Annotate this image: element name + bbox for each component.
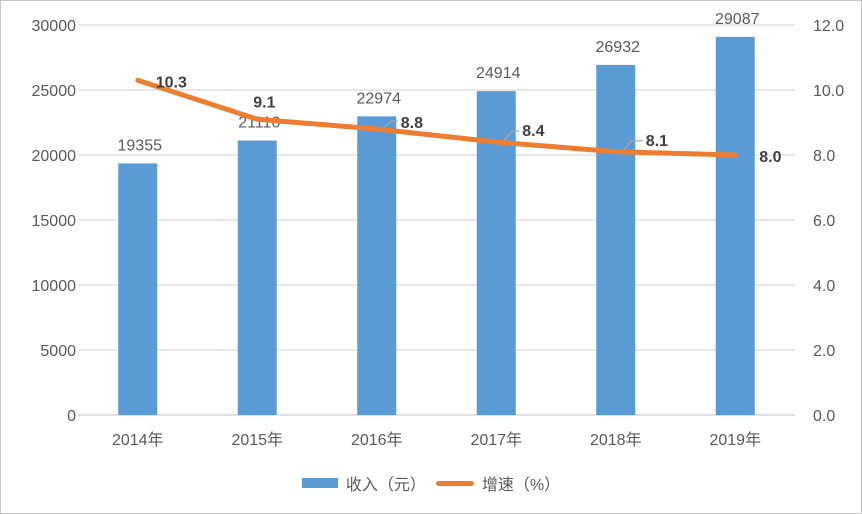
bar bbox=[118, 163, 158, 415]
bar bbox=[715, 36, 755, 416]
label-leader-line bbox=[384, 120, 398, 128]
combo-chart-plot: 0 0.0 5000 2.0 10000 4.0 15000 6.0 20000 8.0 25000… bbox=[32, 11, 845, 449]
line-label: 8.4 bbox=[522, 123, 544, 140]
legend-label-growth: 增速（%） bbox=[481, 477, 561, 494]
y-right-tick-label: 2.0 bbox=[813, 343, 835, 360]
line-label: 8.0 bbox=[759, 149, 781, 166]
y-left-tick-label: 15000 bbox=[32, 213, 77, 230]
y-left-tick-label: 30000 bbox=[32, 18, 77, 35]
x-tick-label: 2015年 bbox=[231, 431, 283, 449]
x-tick-label: 2016年 bbox=[351, 431, 403, 449]
bar-label: 22974 bbox=[357, 90, 402, 107]
x-tick-label: 2014年 bbox=[112, 431, 164, 449]
line-label: 9.1 bbox=[253, 94, 275, 111]
y-left-tick-label: 25000 bbox=[32, 83, 77, 100]
bar bbox=[596, 64, 636, 415]
y-right-tick-label: 10.0 bbox=[813, 83, 844, 100]
y-right-tick-label: 4.0 bbox=[813, 278, 835, 295]
x-tick-label: 2019年 bbox=[709, 431, 761, 449]
y-left-tick-label: 20000 bbox=[32, 148, 77, 165]
legend-bar-swatch-icon bbox=[301, 478, 338, 488]
line-label: 8.8 bbox=[401, 115, 423, 132]
bar-label: 26932 bbox=[596, 39, 641, 56]
y-right-tick-label: 6.0 bbox=[813, 213, 835, 230]
bar bbox=[237, 140, 277, 415]
bar-label: 24914 bbox=[476, 65, 521, 82]
line-label: 10.3 bbox=[156, 74, 187, 91]
y-right-tick-label: 8.0 bbox=[813, 148, 835, 165]
bar bbox=[357, 116, 397, 415]
legend-item-income: 收入（元） bbox=[301, 471, 426, 495]
line-label: 8.1 bbox=[646, 133, 668, 150]
legend-label-income: 收入（元） bbox=[345, 477, 426, 494]
line-series bbox=[135, 77, 738, 158]
y-left-tick-label: 5000 bbox=[40, 343, 76, 360]
legend-line-swatch-icon bbox=[435, 480, 474, 486]
y-left-tick-label: 10000 bbox=[32, 278, 77, 295]
y-right-tick-label: 0.0 bbox=[813, 408, 835, 425]
label-leader-line bbox=[623, 140, 643, 151]
legend-item-growth: 增速（%） bbox=[435, 471, 561, 495]
y-right-tick-label: 12.0 bbox=[813, 18, 844, 35]
label-leader-line bbox=[503, 130, 520, 141]
y-left-tick-label: 0 bbox=[67, 408, 76, 425]
x-tick-label: 2017年 bbox=[470, 431, 522, 449]
chart-legend: 收入（元） 增速（%） bbox=[1, 469, 861, 497]
bar-label: 19355 bbox=[118, 137, 163, 154]
x-tick-label: 2018年 bbox=[590, 431, 642, 449]
bar-label: 29087 bbox=[715, 11, 760, 28]
